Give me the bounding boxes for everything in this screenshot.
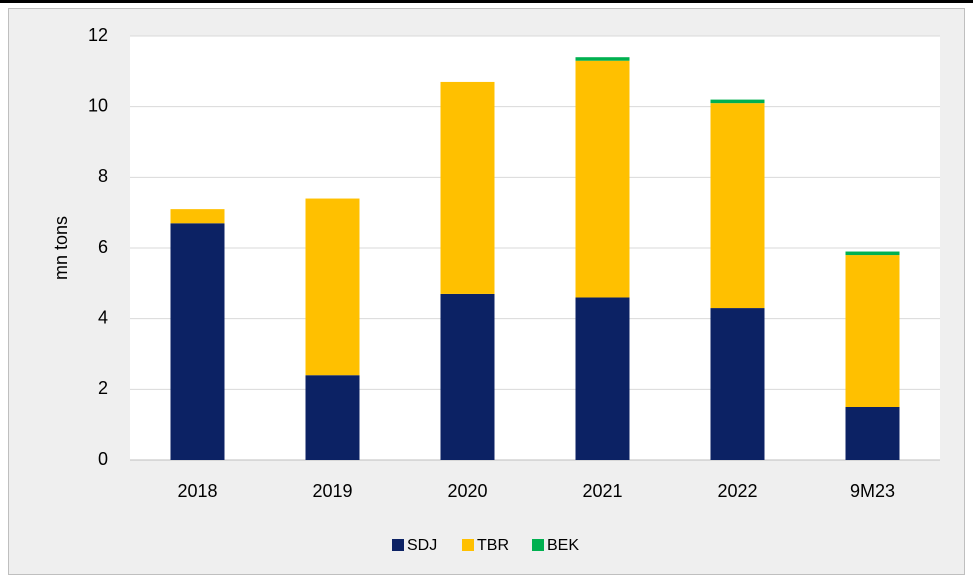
bar-segment [845, 251, 900, 256]
x-tick-label: 2022 [717, 481, 757, 501]
y-tick-label: 10 [88, 95, 108, 115]
bar-segment [845, 407, 900, 460]
bar-segment [305, 375, 360, 460]
bar-segment [575, 60, 630, 298]
bar-segment [710, 103, 765, 309]
y-tick-label: 4 [98, 307, 108, 327]
bar-segment [170, 223, 225, 460]
y-tick-label: 12 [88, 25, 108, 45]
bar-segment [440, 81, 495, 294]
legend-label: SDJ [407, 537, 437, 554]
y-tick-label: 6 [98, 237, 108, 257]
legend-label: BEK [547, 537, 579, 554]
bar-segment [575, 57, 630, 61]
top-rule [0, 0, 973, 3]
y-tick-label: 8 [98, 166, 108, 186]
x-tick-label: 2019 [312, 481, 352, 501]
legend-swatch [462, 539, 474, 551]
x-tick-label: 2021 [582, 481, 622, 501]
bar-segment [305, 198, 360, 376]
y-axis-label: mn tons [51, 216, 71, 280]
legend-label: TBR [477, 537, 509, 554]
bar-segment [170, 209, 225, 224]
bar-segment [710, 99, 765, 104]
bar-segment [575, 297, 630, 460]
bar-segment [710, 308, 765, 460]
legend-swatch [392, 539, 404, 551]
x-tick-label: 2018 [177, 481, 217, 501]
y-tick-label: 2 [98, 378, 108, 398]
bar-segment [440, 293, 495, 460]
legend-swatch [532, 539, 544, 551]
x-tick-label: 9M23 [850, 481, 895, 501]
bar-segment [845, 255, 900, 407]
y-tick-label: 0 [98, 449, 108, 469]
x-tick-label: 2020 [447, 481, 487, 501]
